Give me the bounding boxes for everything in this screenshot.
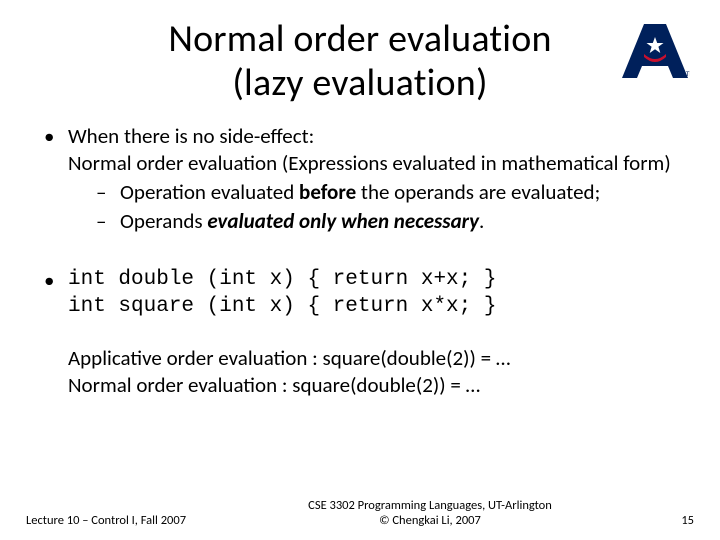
- dash-marker: –: [96, 208, 120, 235]
- uta-logo: TM: [620, 22, 690, 84]
- slide-container: TM Normal order evaluation (lazy evaluat…: [0, 0, 720, 540]
- slide-footer: Lecture 10 – Control I, Fall 2007 CSE 33…: [0, 498, 720, 528]
- svg-text:TM: TM: [686, 69, 690, 78]
- bullet-marker: •: [40, 123, 68, 235]
- code-line-1: int double (int x) { return x+x; }: [68, 267, 680, 294]
- slide-body: • When there is no side-effect: Normal o…: [40, 123, 680, 398]
- sub2-pre: Operands: [120, 208, 207, 234]
- sub-2-body: Operands evaluated only when necessary.: [120, 208, 680, 235]
- footer-center-2: © Chengkai Li, 2007: [379, 513, 481, 528]
- bullet-1-body: When there is no side-effect: Normal ord…: [68, 123, 680, 235]
- dash-marker: –: [96, 179, 120, 206]
- sub-bullet-1: – Operation evaluated before the operand…: [68, 179, 680, 206]
- eval-line-1: Applicative order evaluation : square(do…: [68, 345, 680, 372]
- code-line-2: int square (int x) { return x*x; }: [68, 294, 680, 321]
- bullet-marker: •: [40, 267, 68, 399]
- bullet-1-line2: Normal order evaluation (Expressions eva…: [68, 150, 671, 176]
- footer-center: CSE 3302 Programming Languages, UT-Arlin…: [206, 498, 654, 528]
- eval-line-2: Normal order evaluation : square(double(…: [68, 372, 680, 399]
- sub-bullet-2: – Operands evaluated only when necessary…: [68, 208, 680, 235]
- sub2-bolditalic: evaluated only when necessary: [207, 208, 479, 234]
- bullet-1: • When there is no side-effect: Normal o…: [40, 123, 680, 235]
- page-number: 15: [654, 513, 694, 528]
- bullet-2: • int double (int x) { return x+x; } int…: [40, 267, 680, 399]
- bullet-2-body: int double (int x) { return x+x; } int s…: [68, 267, 680, 399]
- sub1-pre: Operation evaluated: [120, 179, 299, 205]
- sub-1-body: Operation evaluated before the operands …: [120, 179, 680, 206]
- title-line-2: (lazy evaluation): [232, 60, 487, 106]
- slide-title: Normal order evaluation (lazy evaluation…: [40, 18, 680, 105]
- bullet-1-lead: When there is no side-effect:: [68, 123, 314, 149]
- title-line-1: Normal order evaluation: [168, 16, 551, 62]
- sub1-post: the operands are evaluated;: [356, 179, 600, 205]
- footer-center-1: CSE 3302 Programming Languages, UT-Arlin…: [308, 498, 552, 513]
- sub1-bold: before: [299, 179, 356, 205]
- sub2-post: .: [479, 208, 484, 234]
- footer-left: Lecture 10 – Control I, Fall 2007: [26, 513, 206, 528]
